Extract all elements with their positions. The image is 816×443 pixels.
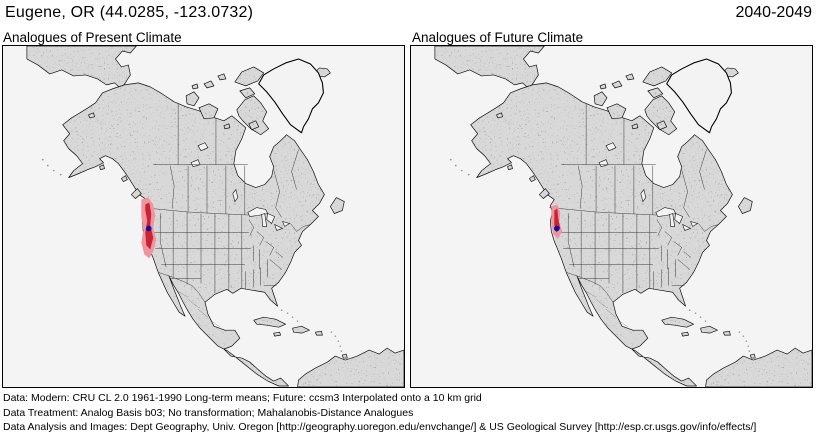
page-title: Eugene, OR (44.0285, -123.0732) [5,4,254,21]
attribution-treatment-line: Data Treatment: Analog Basis b03; No tra… [3,406,414,419]
attribution-block: Data: Modern: CRU CL 2.0 1961-1990 Long-… [3,391,756,435]
panel-label-future: Analogues of Future Climate [412,30,584,45]
location-marker-dot [554,225,560,232]
map-panel-present [2,45,405,388]
map-canvas-present [3,46,404,387]
location-marker-dot [146,225,152,232]
panel-label-present: Analogues of Present Climate [3,30,182,45]
attribution-data-line: Data: Modern: CRU CL 2.0 1961-1990 Long-… [3,392,482,404]
decade-label: 2040-2049 [735,4,812,21]
map-canvas-future [411,46,812,387]
map-panel-future [410,45,813,388]
analogue-region-future [551,204,563,239]
analogue-region-present [141,197,157,259]
attribution-credits-line: Data Analysis and Images: Dept Geography… [3,421,757,433]
